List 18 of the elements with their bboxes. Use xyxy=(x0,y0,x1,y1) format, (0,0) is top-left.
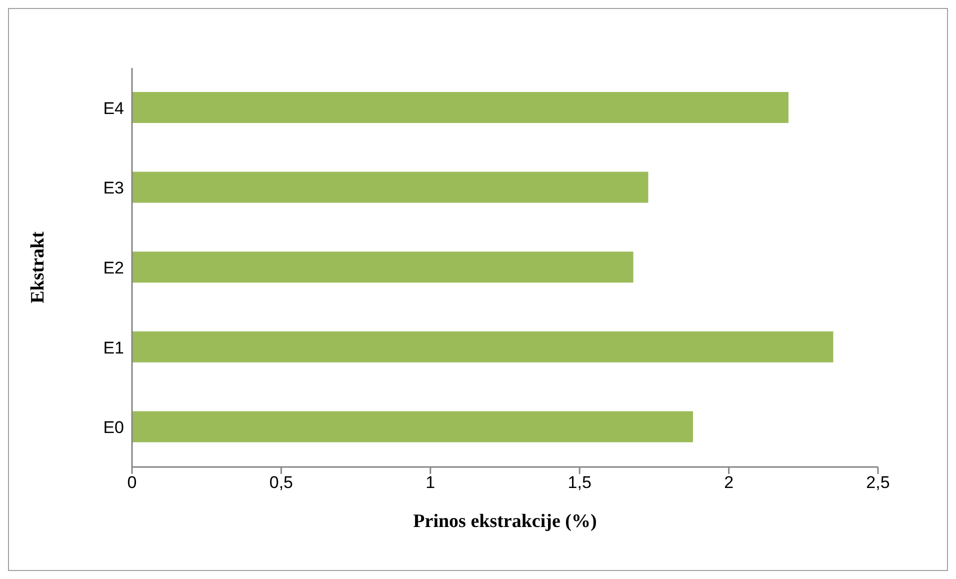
x-tick-label: 2 xyxy=(724,473,734,492)
y-tick-label: E3 xyxy=(103,178,124,198)
x-tick-label: 0 xyxy=(127,473,137,492)
x-axis-title: Prinos ekstrakcije (%) xyxy=(413,511,597,532)
bar xyxy=(132,331,834,362)
y-tick-label: E1 xyxy=(103,338,124,358)
bar xyxy=(132,411,693,442)
y-tick-label: E2 xyxy=(103,258,124,278)
x-tick-label: 1 xyxy=(426,473,436,492)
y-tick-label: E0 xyxy=(103,418,124,438)
x-tick-label: 1,5 xyxy=(568,473,592,492)
bar xyxy=(132,252,634,283)
bar xyxy=(132,92,788,123)
x-tick-label: 2,5 xyxy=(866,473,890,492)
y-tick-label: E4 xyxy=(103,98,124,118)
bar xyxy=(132,172,648,203)
x-tick-label: 0,5 xyxy=(269,473,294,492)
y-axis-title: Ekstrakt xyxy=(28,230,48,304)
